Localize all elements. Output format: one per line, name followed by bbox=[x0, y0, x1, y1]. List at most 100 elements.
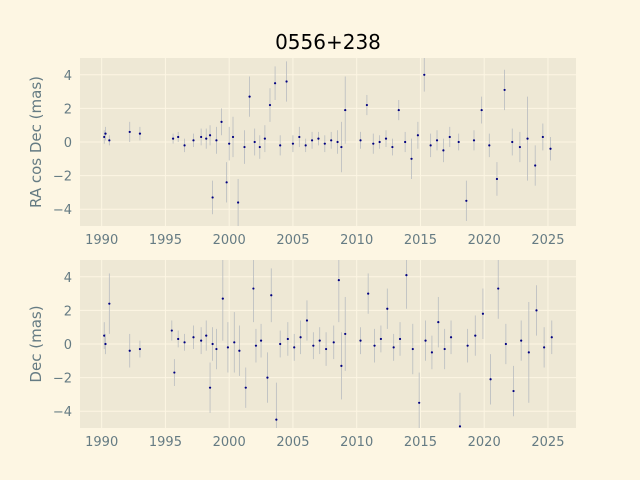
data-point bbox=[215, 347, 218, 351]
data-point bbox=[285, 80, 288, 83]
y-tick-label: 4 bbox=[64, 69, 72, 84]
data-point bbox=[298, 135, 301, 139]
x-tick-label: 1995 bbox=[149, 233, 182, 248]
data-point bbox=[340, 145, 343, 149]
data-point bbox=[512, 389, 515, 393]
data-point bbox=[549, 147, 552, 150]
data-point bbox=[138, 347, 142, 351]
data-point bbox=[495, 177, 499, 181]
data-point bbox=[317, 137, 320, 140]
data-point bbox=[275, 418, 278, 421]
data-point bbox=[253, 140, 256, 144]
data-point bbox=[266, 376, 269, 379]
data-point bbox=[293, 346, 296, 349]
data-point bbox=[435, 139, 439, 142]
data-point bbox=[183, 341, 186, 344]
data-point bbox=[480, 108, 483, 112]
data-point bbox=[177, 337, 180, 341]
data-point bbox=[386, 307, 389, 310]
data-point bbox=[226, 346, 230, 349]
data-point bbox=[541, 135, 544, 139]
data-point bbox=[192, 336, 195, 339]
data-point bbox=[220, 120, 223, 123]
y-tick-label: 2 bbox=[64, 304, 72, 319]
data-point bbox=[511, 140, 514, 144]
data-point bbox=[518, 145, 521, 149]
data-point bbox=[373, 344, 376, 347]
data-point bbox=[279, 342, 282, 346]
data-point bbox=[252, 287, 255, 290]
data-point bbox=[205, 137, 208, 140]
data-point bbox=[233, 341, 236, 344]
data-point bbox=[177, 135, 180, 139]
data-point bbox=[221, 297, 224, 300]
data-point bbox=[481, 312, 485, 315]
data-point bbox=[378, 140, 381, 144]
x-tick-label: 1990 bbox=[85, 233, 118, 248]
data-point bbox=[299, 336, 302, 339]
data-point bbox=[259, 339, 263, 342]
y-tick-label: 0 bbox=[64, 338, 72, 353]
data-point bbox=[384, 137, 388, 140]
data-point bbox=[442, 149, 445, 152]
data-point bbox=[443, 347, 446, 351]
data-point bbox=[344, 332, 347, 336]
data-point bbox=[398, 337, 402, 341]
data-point bbox=[268, 103, 272, 107]
data-point bbox=[418, 401, 421, 404]
data-point bbox=[171, 137, 175, 140]
y-tick-label: 2 bbox=[64, 102, 72, 117]
data-point bbox=[404, 140, 407, 144]
y-tick-label: 4 bbox=[64, 271, 72, 286]
data-point bbox=[286, 337, 289, 341]
data-point bbox=[449, 336, 453, 339]
data-point bbox=[543, 346, 546, 349]
data-point bbox=[248, 95, 251, 98]
data-point bbox=[103, 135, 106, 139]
data-point bbox=[192, 139, 195, 142]
data-point bbox=[128, 130, 131, 134]
x-tick-label: 2010 bbox=[340, 435, 373, 450]
data-point bbox=[534, 164, 537, 167]
data-point bbox=[430, 351, 434, 354]
data-point bbox=[310, 139, 314, 142]
data-point bbox=[231, 135, 235, 139]
data-point bbox=[170, 329, 173, 332]
data-point bbox=[466, 344, 469, 347]
y-tick-label: −2 bbox=[53, 372, 72, 387]
data-point bbox=[397, 108, 400, 112]
chart-title: 0556+238 bbox=[275, 30, 381, 54]
data-point bbox=[367, 292, 370, 295]
data-point bbox=[103, 334, 106, 337]
data-point bbox=[215, 139, 218, 142]
y-tick-label: −2 bbox=[53, 170, 72, 185]
data-point bbox=[228, 142, 231, 145]
data-point bbox=[200, 339, 203, 342]
x-tick-label: 2025 bbox=[531, 435, 564, 450]
data-point bbox=[535, 309, 538, 312]
data-point bbox=[465, 199, 468, 202]
data-point bbox=[550, 336, 553, 339]
x-tick-label: 2015 bbox=[404, 435, 437, 450]
x-tick-label: 1990 bbox=[85, 435, 118, 450]
data-point bbox=[411, 347, 414, 351]
data-point bbox=[416, 134, 419, 137]
y-tick-label: −4 bbox=[53, 405, 72, 420]
data-point bbox=[104, 342, 107, 346]
data-point bbox=[244, 386, 247, 389]
data-point bbox=[437, 321, 440, 324]
data-point bbox=[291, 142, 295, 145]
data-point bbox=[104, 132, 107, 135]
data-point bbox=[330, 139, 333, 142]
data-point bbox=[488, 144, 491, 147]
x-tick-label: 2000 bbox=[213, 435, 246, 450]
data-point bbox=[526, 137, 529, 140]
data-point bbox=[448, 135, 451, 139]
data-point bbox=[324, 347, 328, 351]
data-point bbox=[208, 386, 212, 389]
y-axis-label: Dec (mas) bbox=[27, 305, 45, 382]
data-point bbox=[270, 294, 273, 297]
data-point bbox=[312, 344, 315, 347]
data-point bbox=[392, 346, 395, 349]
data-point bbox=[279, 144, 282, 147]
